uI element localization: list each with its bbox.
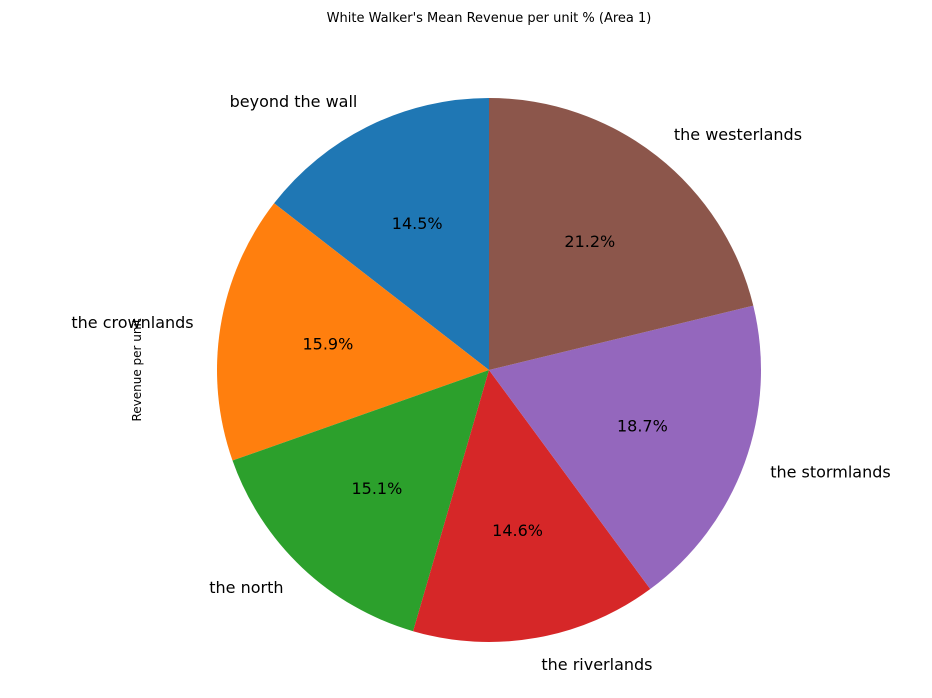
slice-the-riverlands — [413, 370, 651, 642]
slice-label-the-riverlands: the riverlands — [541, 655, 652, 674]
slice-the-north — [232, 370, 489, 632]
pct-label-the-north: 15.1% — [351, 479, 402, 498]
pct-label-the-crownlands: 15.9% — [302, 334, 353, 353]
slice-label-the-stormlands: the stormlands — [770, 463, 891, 482]
slice-beyond-the-wall — [274, 98, 489, 370]
slice-the-stormlands — [489, 305, 762, 590]
slice-label-beyond-the-wall: beyond the wall — [230, 92, 358, 111]
pct-label-beyond-the-wall: 14.5% — [392, 214, 443, 233]
chart-title: White Walker's Mean Revenue per unit % (… — [327, 11, 652, 26]
slice-label-the-crownlands: the crownlands — [71, 313, 193, 332]
pct-label-the-westerlands: 21.2% — [564, 232, 615, 251]
pie-slices — [216, 98, 762, 642]
pie-labels: 14.5% beyond the wall 15.9% the crownlands 1… — [71, 92, 890, 674]
pct-label-the-stormlands: 18.7% — [617, 416, 668, 435]
slice-label-the-north: the north — [209, 578, 283, 597]
slice-label-the-westerlands: the westerlands — [674, 125, 802, 144]
y-axis-label: Revenue per unit — [130, 318, 144, 421]
slice-the-crownlands — [216, 203, 489, 461]
pct-label-the-riverlands: 14.6% — [492, 521, 543, 540]
slice-the-westerlands — [489, 98, 754, 370]
